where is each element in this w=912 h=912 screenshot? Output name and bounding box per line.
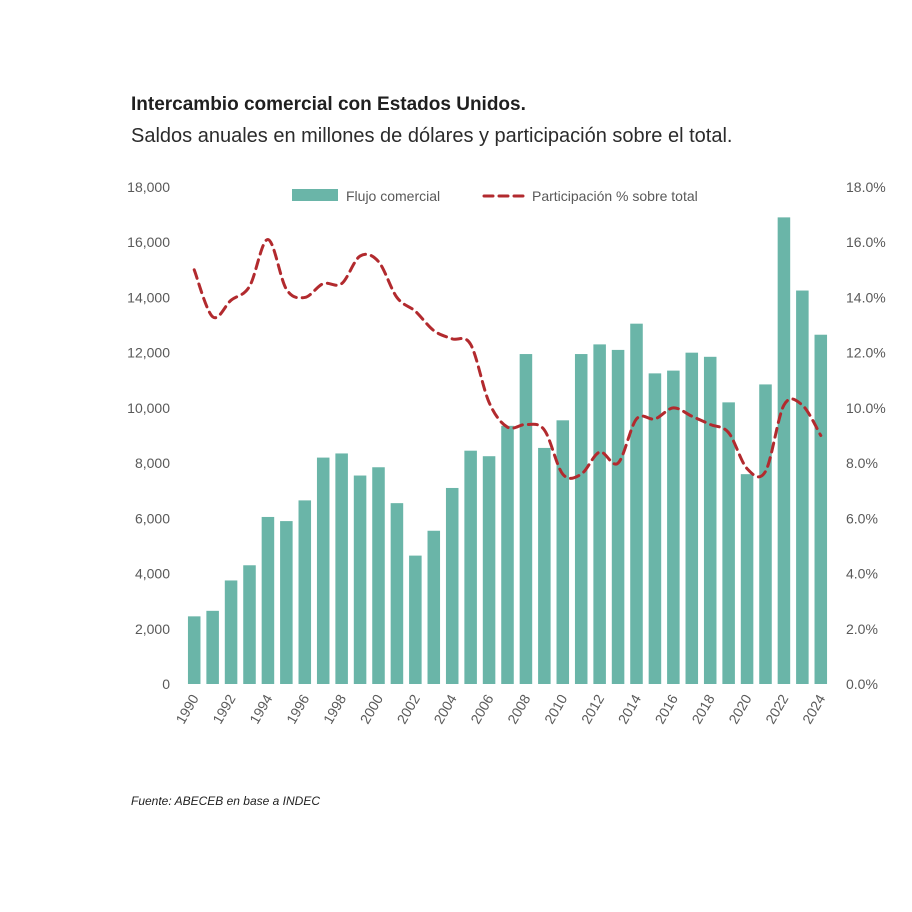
y-left-tick: 6,000 [135,510,170,526]
bar-2016 [667,370,680,684]
y-right-tick: 6.0% [846,510,878,526]
bar-1993 [243,565,256,684]
y-right-tick: 0.0% [846,676,878,692]
bar-2018 [703,356,717,684]
legend-bar-label: Flujo comercial [346,188,440,204]
x-tick: 2010 [541,691,571,726]
legend-bar-swatch [292,189,338,201]
bar-2000 [372,467,385,684]
bar-2004 [445,487,459,684]
bar-2009 [538,447,551,684]
bar-2013 [611,349,625,684]
bar-2019 [722,402,735,684]
bar-2020 [740,474,754,684]
x-tick: 2014 [615,691,645,726]
y-right-tick: 18.0% [846,179,886,195]
bar-2002 [409,555,422,684]
bar-2001 [390,503,404,684]
y-left-tick: 2,000 [135,621,170,637]
y-right-tick: 8.0% [846,455,878,471]
bar-1992 [224,580,238,684]
x-tick: 2006 [467,691,497,726]
y-left-tick: 16,000 [127,234,170,250]
x-tick: 2000 [357,691,387,726]
chart-subtitle: Saldos anuales en millones de dólares y … [131,125,733,147]
bar-1996 [298,500,312,684]
bar-2005 [464,450,477,684]
x-tick: 2022 [762,691,792,726]
x-tick: 2018 [688,691,718,726]
y-right-tick: 12.0% [846,345,886,361]
chart-title: Intercambio comercial con Estados Unidos… [131,94,526,115]
bar-2014 [630,323,643,684]
participation-line [192,237,823,480]
bar-2022 [777,217,791,684]
y-right-tick: 4.0% [846,566,878,582]
y-right-tick: 2.0% [846,621,878,637]
y-left-tick: 0 [162,676,170,692]
bar-1999 [353,475,367,684]
x-tick: 1994 [246,691,276,726]
y-left-tick: 10,000 [127,400,170,416]
y-left-tick: 8,000 [135,455,170,471]
bar-2010 [556,420,570,684]
x-tick: 2020 [725,691,755,726]
bar-1995 [280,521,293,684]
bar-1991 [206,610,219,684]
x-tick: 1996 [283,691,313,726]
x-tick: 2008 [504,691,534,726]
y-right-tick: 14.0% [846,289,886,305]
bar-2017 [685,352,699,684]
legend-line-label: Participación % sobre total [532,188,698,204]
bar-1994 [261,516,275,684]
bar-1990 [187,616,201,684]
y-left-tick: 18,000 [127,179,170,195]
bar-2012 [593,344,606,684]
x-tick: 1998 [320,691,350,726]
y-right-tick: 10.0% [846,400,886,416]
bar-2023 [796,290,809,684]
bar-2021 [759,384,772,684]
bar-2024 [814,334,828,684]
x-tick: 2024 [799,691,829,726]
bar-1997 [316,457,330,684]
x-tick: 2002 [394,691,424,726]
bar-2008 [519,354,533,684]
y-left-tick: 12,000 [127,345,170,361]
bar-2007 [501,425,514,684]
bar-2003 [427,530,441,684]
x-tick: 2016 [652,691,682,726]
x-tick: 1992 [209,691,239,726]
bar-2015 [648,373,662,684]
x-tick: 2004 [430,691,460,726]
source-note: Fuente: ABECEB en base a INDEC [131,794,320,808]
x-tick: 1990 [172,691,202,726]
bar-2011 [574,354,588,684]
bar-1998 [335,453,348,684]
bar-2006 [482,456,496,684]
y-left-tick: 14,000 [127,289,170,305]
y-right-tick: 16.0% [846,234,886,250]
y-left-tick: 4,000 [135,566,170,582]
x-tick: 2012 [578,691,608,726]
